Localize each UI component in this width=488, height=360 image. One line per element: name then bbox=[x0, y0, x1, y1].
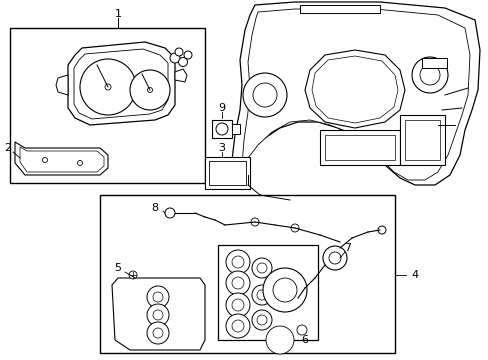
Circle shape bbox=[130, 70, 170, 110]
Circle shape bbox=[377, 226, 385, 234]
Circle shape bbox=[147, 322, 169, 344]
Circle shape bbox=[183, 51, 192, 59]
Circle shape bbox=[250, 218, 259, 226]
Bar bbox=[231, 124, 240, 134]
Text: 7: 7 bbox=[344, 243, 351, 253]
Bar bbox=[208, 161, 245, 185]
Circle shape bbox=[251, 285, 271, 305]
Circle shape bbox=[147, 304, 169, 326]
Polygon shape bbox=[15, 142, 108, 175]
Bar bbox=[404, 120, 439, 160]
Circle shape bbox=[231, 256, 244, 268]
Circle shape bbox=[328, 252, 340, 264]
Text: 2: 2 bbox=[4, 143, 12, 153]
Circle shape bbox=[216, 123, 227, 135]
Polygon shape bbox=[74, 49, 168, 119]
Text: 1: 1 bbox=[114, 9, 121, 19]
Circle shape bbox=[129, 271, 137, 279]
Circle shape bbox=[225, 271, 249, 295]
Bar bbox=[421, 58, 446, 68]
Circle shape bbox=[257, 315, 266, 325]
Circle shape bbox=[153, 328, 163, 338]
Bar bbox=[100, 195, 394, 353]
Circle shape bbox=[178, 58, 187, 67]
Bar bbox=[212, 120, 231, 138]
Circle shape bbox=[269, 330, 289, 350]
Circle shape bbox=[257, 290, 266, 300]
Circle shape bbox=[263, 268, 306, 312]
Circle shape bbox=[225, 314, 249, 338]
Circle shape bbox=[265, 326, 293, 354]
Text: 3: 3 bbox=[218, 143, 225, 153]
Bar bbox=[10, 28, 204, 183]
Bar bbox=[325, 135, 394, 160]
Circle shape bbox=[231, 299, 244, 311]
Polygon shape bbox=[242, 9, 469, 180]
Circle shape bbox=[80, 59, 136, 115]
Bar bbox=[299, 5, 379, 13]
Bar bbox=[319, 130, 399, 165]
Circle shape bbox=[274, 335, 285, 345]
Circle shape bbox=[251, 310, 271, 330]
Circle shape bbox=[419, 65, 439, 85]
Polygon shape bbox=[112, 278, 204, 350]
Bar bbox=[218, 245, 317, 340]
Circle shape bbox=[231, 277, 244, 289]
Circle shape bbox=[231, 320, 244, 332]
Polygon shape bbox=[68, 42, 175, 125]
Text: 9: 9 bbox=[218, 103, 225, 113]
Circle shape bbox=[323, 246, 346, 270]
Circle shape bbox=[170, 53, 180, 63]
Text: 8: 8 bbox=[151, 203, 158, 213]
Circle shape bbox=[252, 83, 276, 107]
Text: 5: 5 bbox=[114, 263, 121, 273]
Circle shape bbox=[77, 161, 82, 166]
Polygon shape bbox=[311, 56, 397, 123]
Circle shape bbox=[147, 286, 169, 308]
Polygon shape bbox=[175, 69, 186, 82]
Circle shape bbox=[147, 87, 152, 93]
Polygon shape bbox=[56, 75, 68, 95]
Polygon shape bbox=[20, 147, 104, 172]
Circle shape bbox=[225, 250, 249, 274]
Circle shape bbox=[175, 48, 183, 56]
Circle shape bbox=[257, 263, 266, 273]
Circle shape bbox=[251, 258, 271, 278]
Circle shape bbox=[411, 57, 447, 93]
Circle shape bbox=[290, 224, 298, 232]
Circle shape bbox=[243, 73, 286, 117]
Circle shape bbox=[164, 208, 175, 218]
Bar bbox=[399, 115, 444, 165]
Polygon shape bbox=[231, 2, 479, 185]
Text: 4: 4 bbox=[410, 270, 418, 280]
Circle shape bbox=[225, 293, 249, 317]
Polygon shape bbox=[305, 50, 404, 128]
Circle shape bbox=[42, 158, 47, 162]
Circle shape bbox=[153, 292, 163, 302]
Circle shape bbox=[296, 325, 306, 335]
Bar bbox=[204, 157, 249, 189]
Circle shape bbox=[105, 84, 111, 90]
Circle shape bbox=[153, 310, 163, 320]
Circle shape bbox=[272, 278, 296, 302]
Text: 6: 6 bbox=[301, 335, 308, 345]
